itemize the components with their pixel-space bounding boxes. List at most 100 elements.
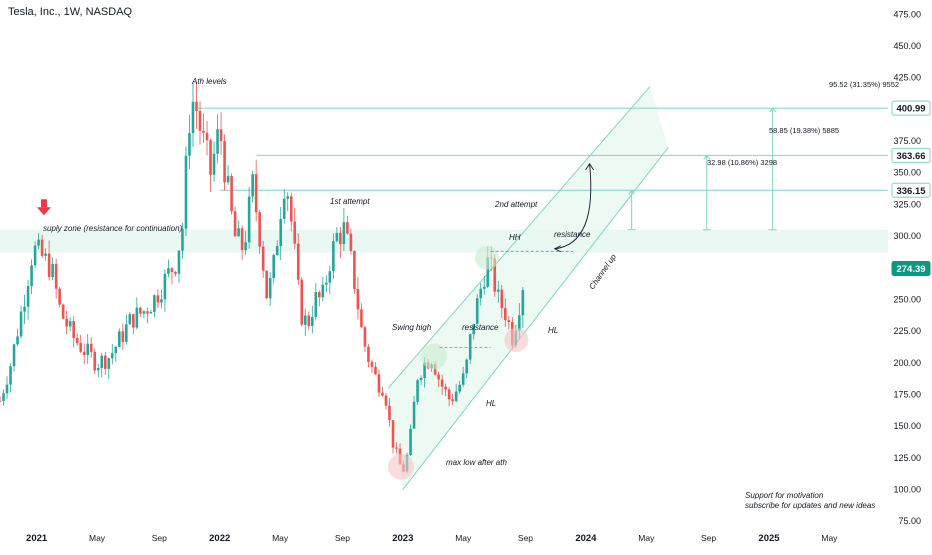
candle-body	[384, 395, 388, 406]
candle	[146, 307, 149, 324]
y-tick-label: 75.00	[898, 516, 921, 526]
candle-body	[26, 286, 30, 307]
candle-body	[149, 311, 153, 314]
candle-body	[318, 292, 321, 298]
candle-body	[202, 130, 205, 133]
candle	[482, 275, 486, 295]
candle	[391, 420, 395, 454]
candle-body	[325, 282, 328, 285]
candle-body	[377, 374, 381, 393]
candle-body	[19, 311, 23, 337]
candle	[437, 371, 440, 388]
candle-body	[223, 141, 226, 183]
candle	[128, 312, 132, 325]
candle	[61, 303, 65, 320]
candle	[139, 306, 142, 318]
x-tick-label: Sep	[701, 533, 716, 543]
candle-body	[16, 336, 19, 345]
candle	[268, 272, 272, 306]
candle-body	[170, 268, 174, 272]
candle-body	[412, 401, 416, 429]
candle	[349, 228, 353, 255]
candle-body	[346, 222, 349, 234]
candle	[44, 248, 47, 261]
candle-body	[5, 384, 9, 394]
candle	[314, 283, 318, 321]
candle	[254, 159, 258, 222]
candle-body	[37, 239, 40, 246]
candle-body	[247, 196, 251, 243]
candle	[103, 351, 107, 375]
hl-label-1: HL	[486, 399, 496, 408]
supply-arrow-head	[36, 207, 51, 216]
candle-body	[121, 331, 125, 342]
candle	[216, 114, 219, 164]
candle-body	[33, 245, 37, 266]
candle-body	[265, 270, 268, 299]
candle	[223, 134, 226, 191]
candle-body	[296, 243, 300, 280]
candle	[465, 358, 468, 378]
candle-body	[51, 263, 54, 278]
candle	[110, 343, 114, 365]
x-tick-label: 2022	[209, 533, 230, 544]
candle-body	[251, 174, 254, 197]
candle	[160, 289, 163, 309]
candle	[153, 294, 156, 318]
candle	[205, 121, 209, 156]
candle	[374, 362, 377, 376]
x-tick-label: 2023	[392, 533, 413, 544]
candle	[346, 215, 349, 235]
candle-body	[103, 355, 107, 369]
candle-body	[167, 268, 170, 274]
candle	[191, 83, 195, 147]
candle-body	[482, 286, 486, 289]
measure-label-2: 58.85 (19.38%) 5885	[769, 126, 839, 135]
candle-body	[447, 389, 451, 400]
x-tick-label: 2024	[575, 533, 597, 544]
candle-body	[300, 279, 304, 325]
candle-body	[212, 153, 216, 175]
candle-body	[58, 288, 61, 305]
candle-body	[244, 242, 247, 251]
candle	[367, 344, 370, 368]
candle-body	[219, 129, 223, 142]
candle	[332, 233, 335, 279]
candle	[272, 253, 275, 284]
measure-label-3: 95.52 (31.35%) 9552	[829, 80, 899, 89]
candle-body	[444, 386, 447, 390]
candle	[377, 369, 381, 397]
candle	[212, 141, 216, 182]
candle	[121, 323, 125, 350]
candle-body	[486, 257, 490, 287]
candle	[233, 206, 237, 237]
measure-arrow-3	[769, 107, 777, 113]
candle	[356, 276, 360, 320]
candle	[237, 220, 240, 237]
swing-high-label: Swing high	[392, 323, 432, 332]
y-tick-label: 325.00	[893, 199, 921, 209]
price-label-box	[891, 182, 931, 198]
candle	[300, 277, 304, 327]
resistance-label-2: resistance	[554, 230, 591, 239]
price-label-text: 363.66	[896, 151, 925, 162]
candle-body	[433, 364, 437, 375]
candle-body	[521, 290, 525, 316]
candle-body	[437, 374, 440, 380]
candle-body	[75, 338, 79, 344]
candle	[118, 328, 121, 348]
candle	[461, 366, 465, 387]
candle-body	[107, 358, 111, 369]
candle-body	[339, 232, 342, 245]
candle	[296, 233, 300, 286]
candle-body	[303, 315, 307, 325]
candle-body	[100, 355, 104, 368]
candle	[72, 316, 75, 348]
candle	[12, 343, 16, 372]
candle-body	[395, 447, 398, 449]
candle	[89, 337, 93, 358]
candle-body	[503, 308, 507, 321]
chart-title: Tesla, Inc., 1W, NASDAQ	[8, 6, 133, 18]
candle	[5, 376, 9, 399]
candle	[247, 186, 251, 249]
